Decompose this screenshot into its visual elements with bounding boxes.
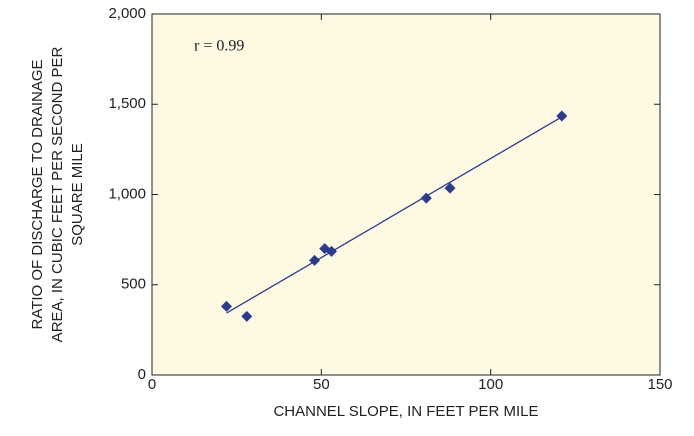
y-axis-label: AREA, IN CUBIC FEET PER SECOND PER [49, 47, 66, 343]
plot-area [151, 13, 661, 376]
point [325, 245, 337, 257]
y-tick-label: 1,500 [108, 95, 146, 112]
point [221, 300, 233, 312]
x-axis-label: CHANNEL SLOPE, IN FEET PER MILE [273, 403, 538, 420]
point [309, 254, 321, 266]
y-tick-label: 500 [121, 276, 146, 293]
point [444, 182, 456, 194]
x-tick-label: 150 [647, 376, 672, 393]
x-tick-label: 50 [313, 376, 330, 393]
y-axis-label: SQUARE MILE [69, 143, 86, 246]
annotation: r = 0.99 [194, 38, 244, 55]
point [420, 192, 432, 204]
y-tick-label: 0 [138, 366, 146, 383]
point [556, 110, 568, 122]
y-axis-label: RATIO OF DISCHARGE TO DRAINAGE [29, 59, 46, 329]
y-tick-label: 1,000 [108, 185, 146, 202]
y-tick-label: 2,000 [108, 5, 146, 22]
x-tick-label: 100 [478, 376, 503, 393]
x-tick-label: 0 [148, 376, 156, 393]
point [241, 310, 253, 322]
fit-line [226, 116, 563, 314]
